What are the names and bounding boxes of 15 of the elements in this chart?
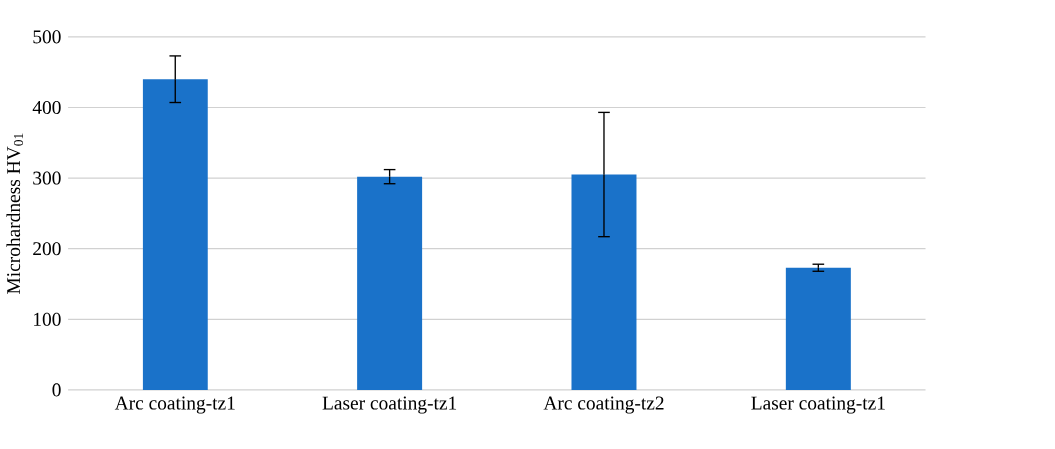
- y-tick-label: 400: [32, 100, 61, 114]
- bar: [571, 174, 637, 390]
- x-tick-label: Laser coating-tz1: [322, 396, 457, 414]
- x-tick-label: Laser coating-tz1: [751, 396, 885, 414]
- x-tick-label: Arc coating-tz2: [543, 396, 664, 414]
- y-tick-label: 300: [33, 171, 61, 185]
- y-tick-label: 200: [33, 242, 61, 256]
- y-tick-label: 0: [52, 383, 61, 397]
- bar: [357, 176, 423, 390]
- x-tick-label: Arc coating-tz1: [114, 396, 235, 414]
- y-tick-label: 100: [34, 312, 61, 326]
- y-tick-label: 500: [33, 30, 61, 44]
- bar: [785, 267, 851, 390]
- bar: [142, 79, 208, 390]
- y-axis-title: Microhardness HV$_{01}$: [6, 133, 24, 294]
